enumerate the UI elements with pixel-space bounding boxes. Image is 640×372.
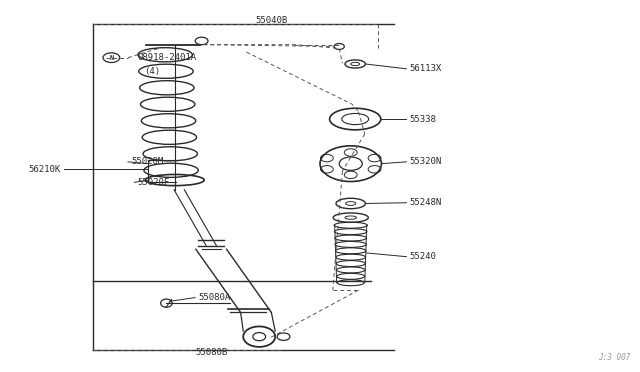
- Text: 55080A: 55080A: [198, 293, 230, 302]
- Text: 55020F: 55020F: [138, 178, 170, 187]
- Text: 56113X: 56113X: [410, 64, 442, 73]
- Text: 55040B: 55040B: [256, 16, 288, 25]
- Text: 55020M: 55020M: [131, 157, 163, 166]
- Text: 56210K: 56210K: [29, 165, 61, 174]
- Text: 08918-2401A: 08918-2401A: [138, 53, 196, 62]
- Text: 55248N: 55248N: [410, 198, 442, 207]
- Text: J:3 007: J:3 007: [598, 353, 630, 362]
- Text: N: N: [109, 55, 113, 61]
- Text: 55240: 55240: [410, 252, 436, 261]
- Text: (4): (4): [144, 67, 160, 76]
- Text: 55080B: 55080B: [195, 348, 227, 357]
- Text: 55320N: 55320N: [410, 157, 442, 166]
- Text: 55338: 55338: [410, 115, 436, 124]
